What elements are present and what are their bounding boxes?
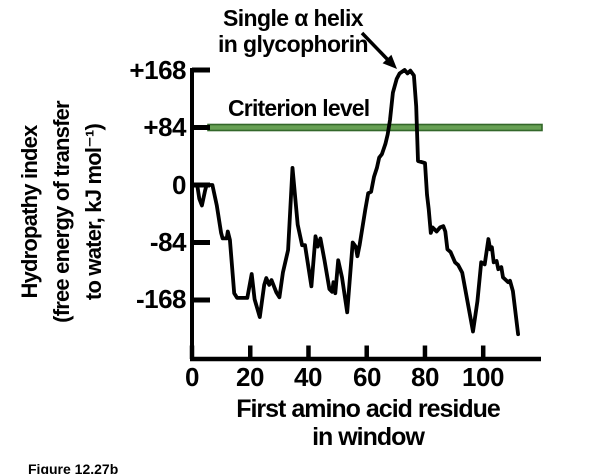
y-axis-title: Hydropathy index (free energy of transfe… — [14, 62, 114, 362]
y-axis-title-line-1: Hydropathy index — [17, 125, 42, 299]
ytick-label-minus84: -84 — [149, 227, 187, 257]
x-axis-title-line-1: First amino acid residue — [236, 395, 501, 423]
xtick-label-0: 0 — [185, 362, 199, 392]
criterion-level-line — [207, 123, 543, 132]
xtick-label-100: 100 — [462, 362, 504, 392]
figure-caption: Figure 12.27b — [28, 461, 119, 474]
xtick-label-20: 20 — [236, 362, 264, 392]
xtick-label-40: 40 — [294, 362, 322, 392]
hydropathy-curve — [190, 68, 520, 337]
annotation-line-1: Single α helix — [223, 5, 364, 31]
ytick-label-zero: 0 — [172, 170, 186, 200]
annotation-arrow-line — [360, 31, 391, 63]
xtick-label-80: 80 — [411, 362, 439, 392]
annotation-line-2: in glycophorin — [217, 31, 369, 57]
ytick-label-plus168: +168 — [129, 55, 186, 85]
y-axis-title-line-3: to water, kJ mol⁻¹) — [81, 123, 106, 301]
criterion-level-label: Criterion level — [228, 95, 370, 121]
y-axis-title-line-2: (free energy of transfer — [49, 101, 74, 323]
annotation-arrowhead-icon — [382, 54, 397, 69]
annotation-single-alpha-helix: Single α helix in glycophorin — [198, 5, 388, 57]
ytick-label-minus168: -168 — [135, 284, 187, 314]
xtick-label-60: 60 — [353, 362, 381, 392]
ytick-label-plus84: +84 — [143, 112, 186, 142]
x-axis-title: First amino acid residue in window — [118, 395, 610, 451]
x-axis-title-line-2: in window — [312, 423, 425, 451]
